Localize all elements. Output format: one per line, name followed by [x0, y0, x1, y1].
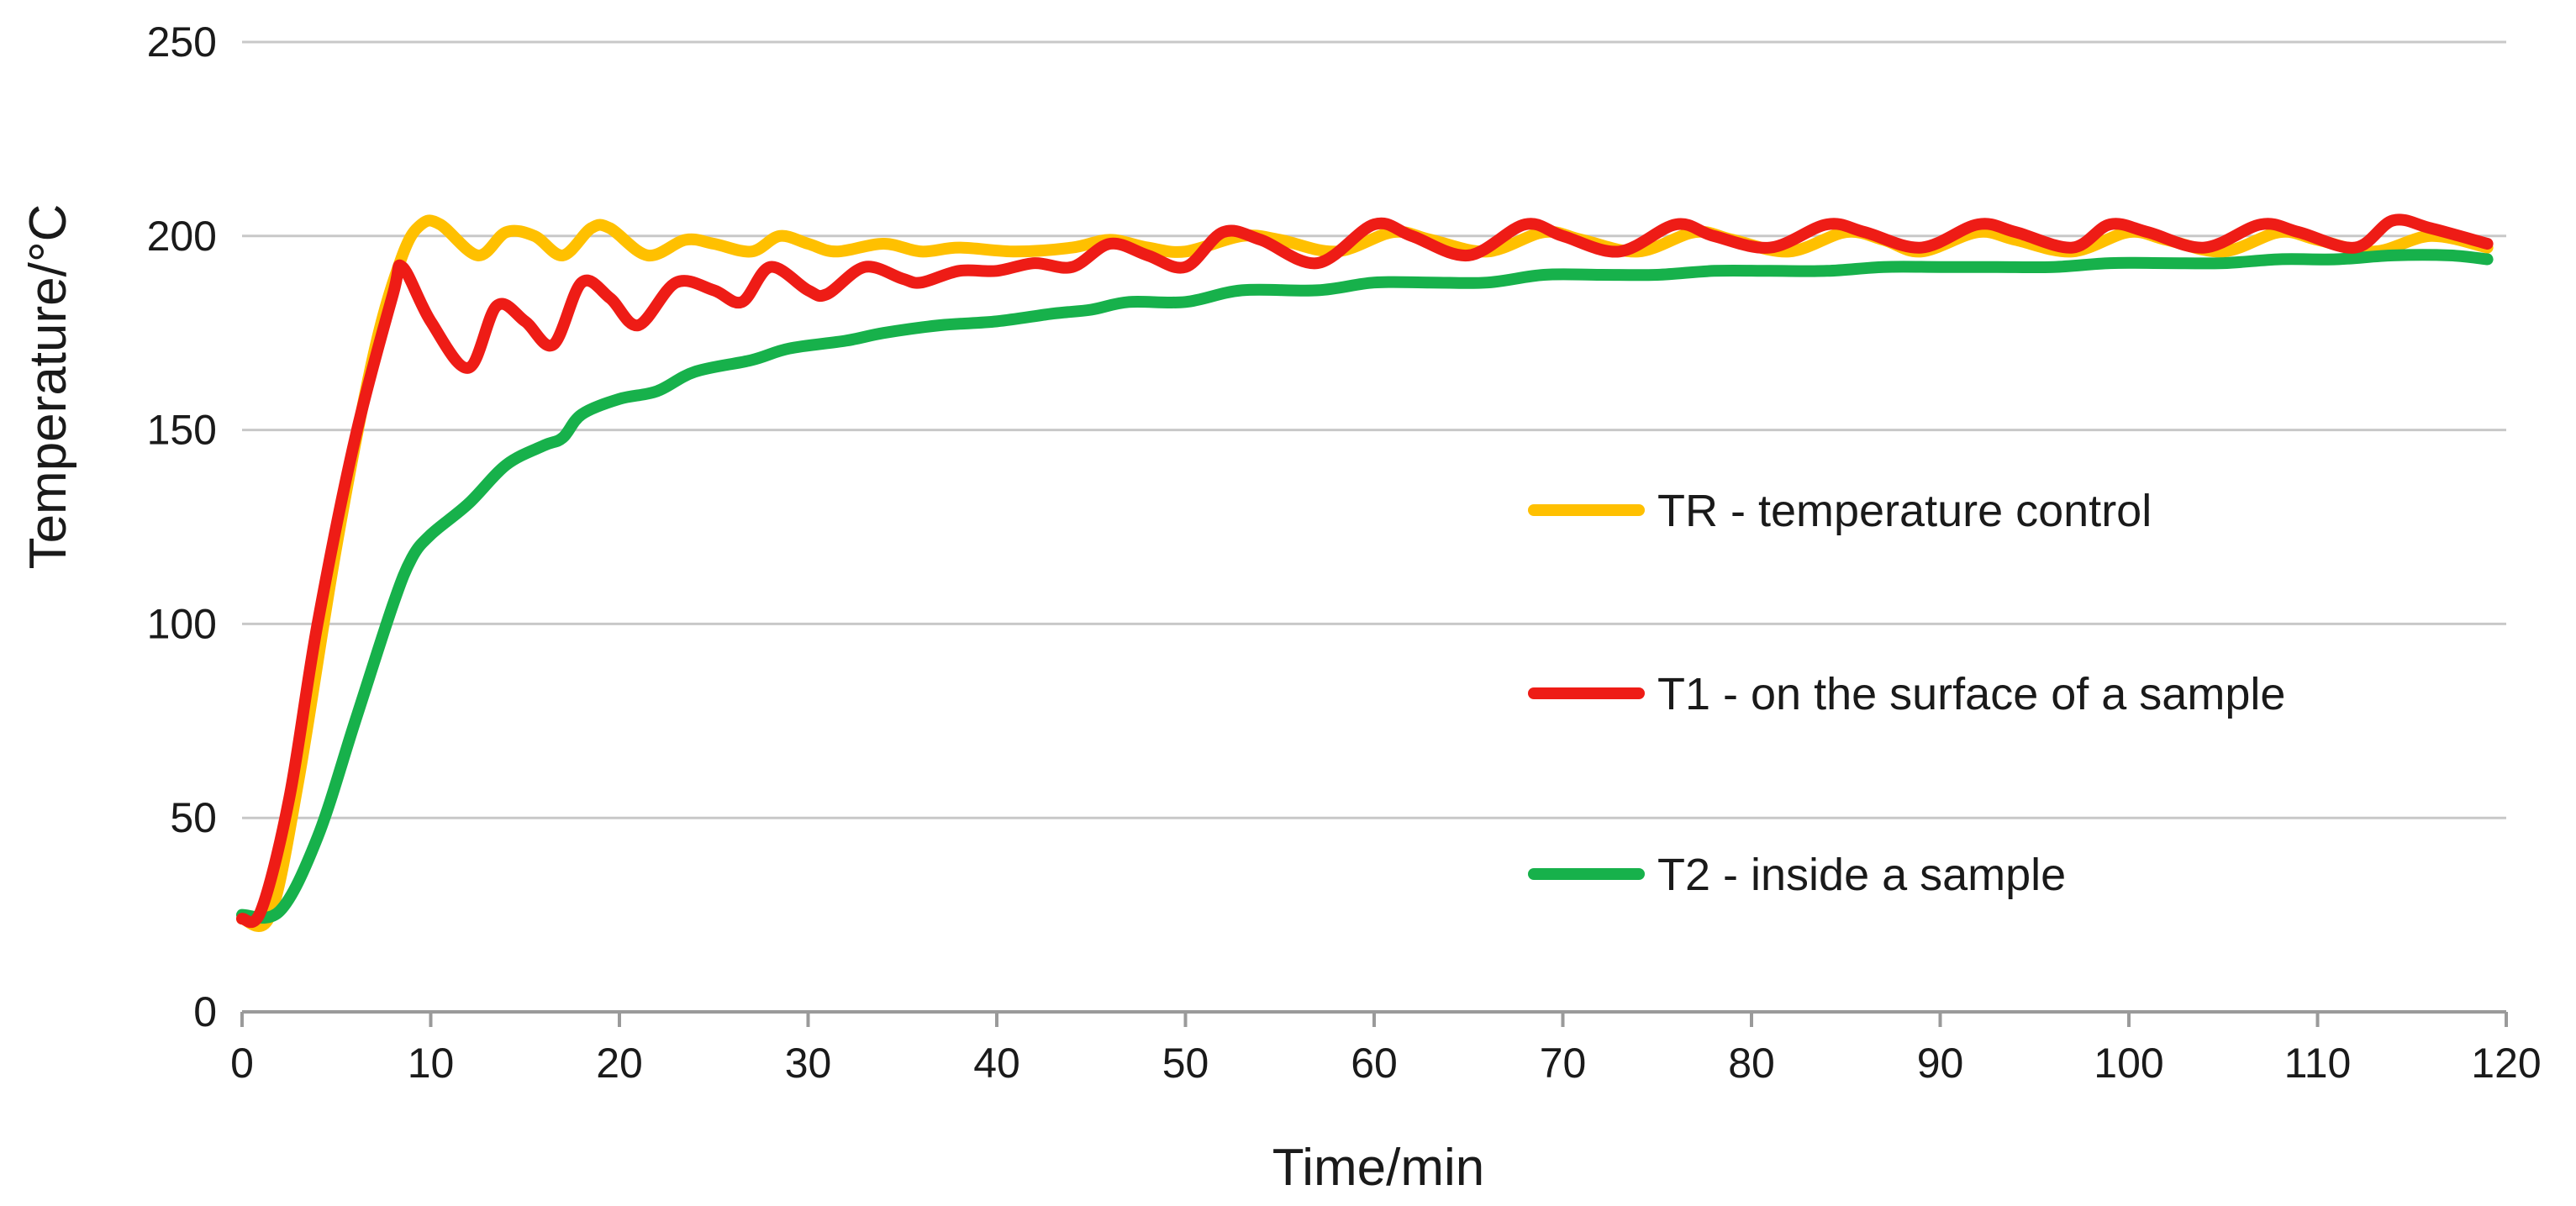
x-tick-label: 0	[230, 1040, 254, 1087]
y-axis-title: Temperature/°C	[19, 204, 77, 570]
legend-label-t1: T1 - on the surface of a sample	[1657, 669, 2285, 719]
y-tick-label: 150	[147, 407, 217, 454]
series-line-t2	[236, 249, 2494, 924]
x-tick-label: 70	[1540, 1040, 1587, 1087]
y-tick-label: 0	[193, 988, 217, 1035]
legend-label-tr: TR - temperature control	[1657, 486, 2152, 536]
x-tick-label: 20	[596, 1040, 643, 1087]
y-tick-label: 100	[147, 600, 217, 647]
legend-label-t2: T2 - inside a sample	[1657, 850, 2066, 900]
x-tick-label: 60	[1351, 1040, 1398, 1087]
y-tick-label: 250	[147, 18, 217, 66]
x-tick-label: 90	[1917, 1040, 1964, 1087]
series-line-t1	[236, 213, 2494, 928]
x-tick-label: 80	[1728, 1040, 1775, 1087]
x-tick-label: 30	[785, 1040, 832, 1087]
x-tick-label: 10	[408, 1040, 455, 1087]
legend: TR - temperature control T1 - on the surf…	[1528, 486, 2285, 900]
x-tick-label: 100	[2094, 1040, 2163, 1087]
series-line-tr	[236, 214, 2494, 932]
series-layer	[236, 213, 2494, 932]
x-tick-label: 40	[973, 1040, 1020, 1087]
y-tick-label: 200	[147, 213, 217, 260]
axis-layer: 0 50 100 150 200 250 0 10 20 30 40 50 60 70 80 90 100 110…	[147, 18, 2542, 1087]
x-tick-label: 110	[2284, 1040, 2352, 1087]
x-axis-title: Time/min	[1272, 1139, 1485, 1197]
x-tick-label: 120	[2471, 1040, 2541, 1087]
y-tick-label: 50	[170, 794, 217, 841]
x-tick-label: 50	[1162, 1040, 1209, 1087]
